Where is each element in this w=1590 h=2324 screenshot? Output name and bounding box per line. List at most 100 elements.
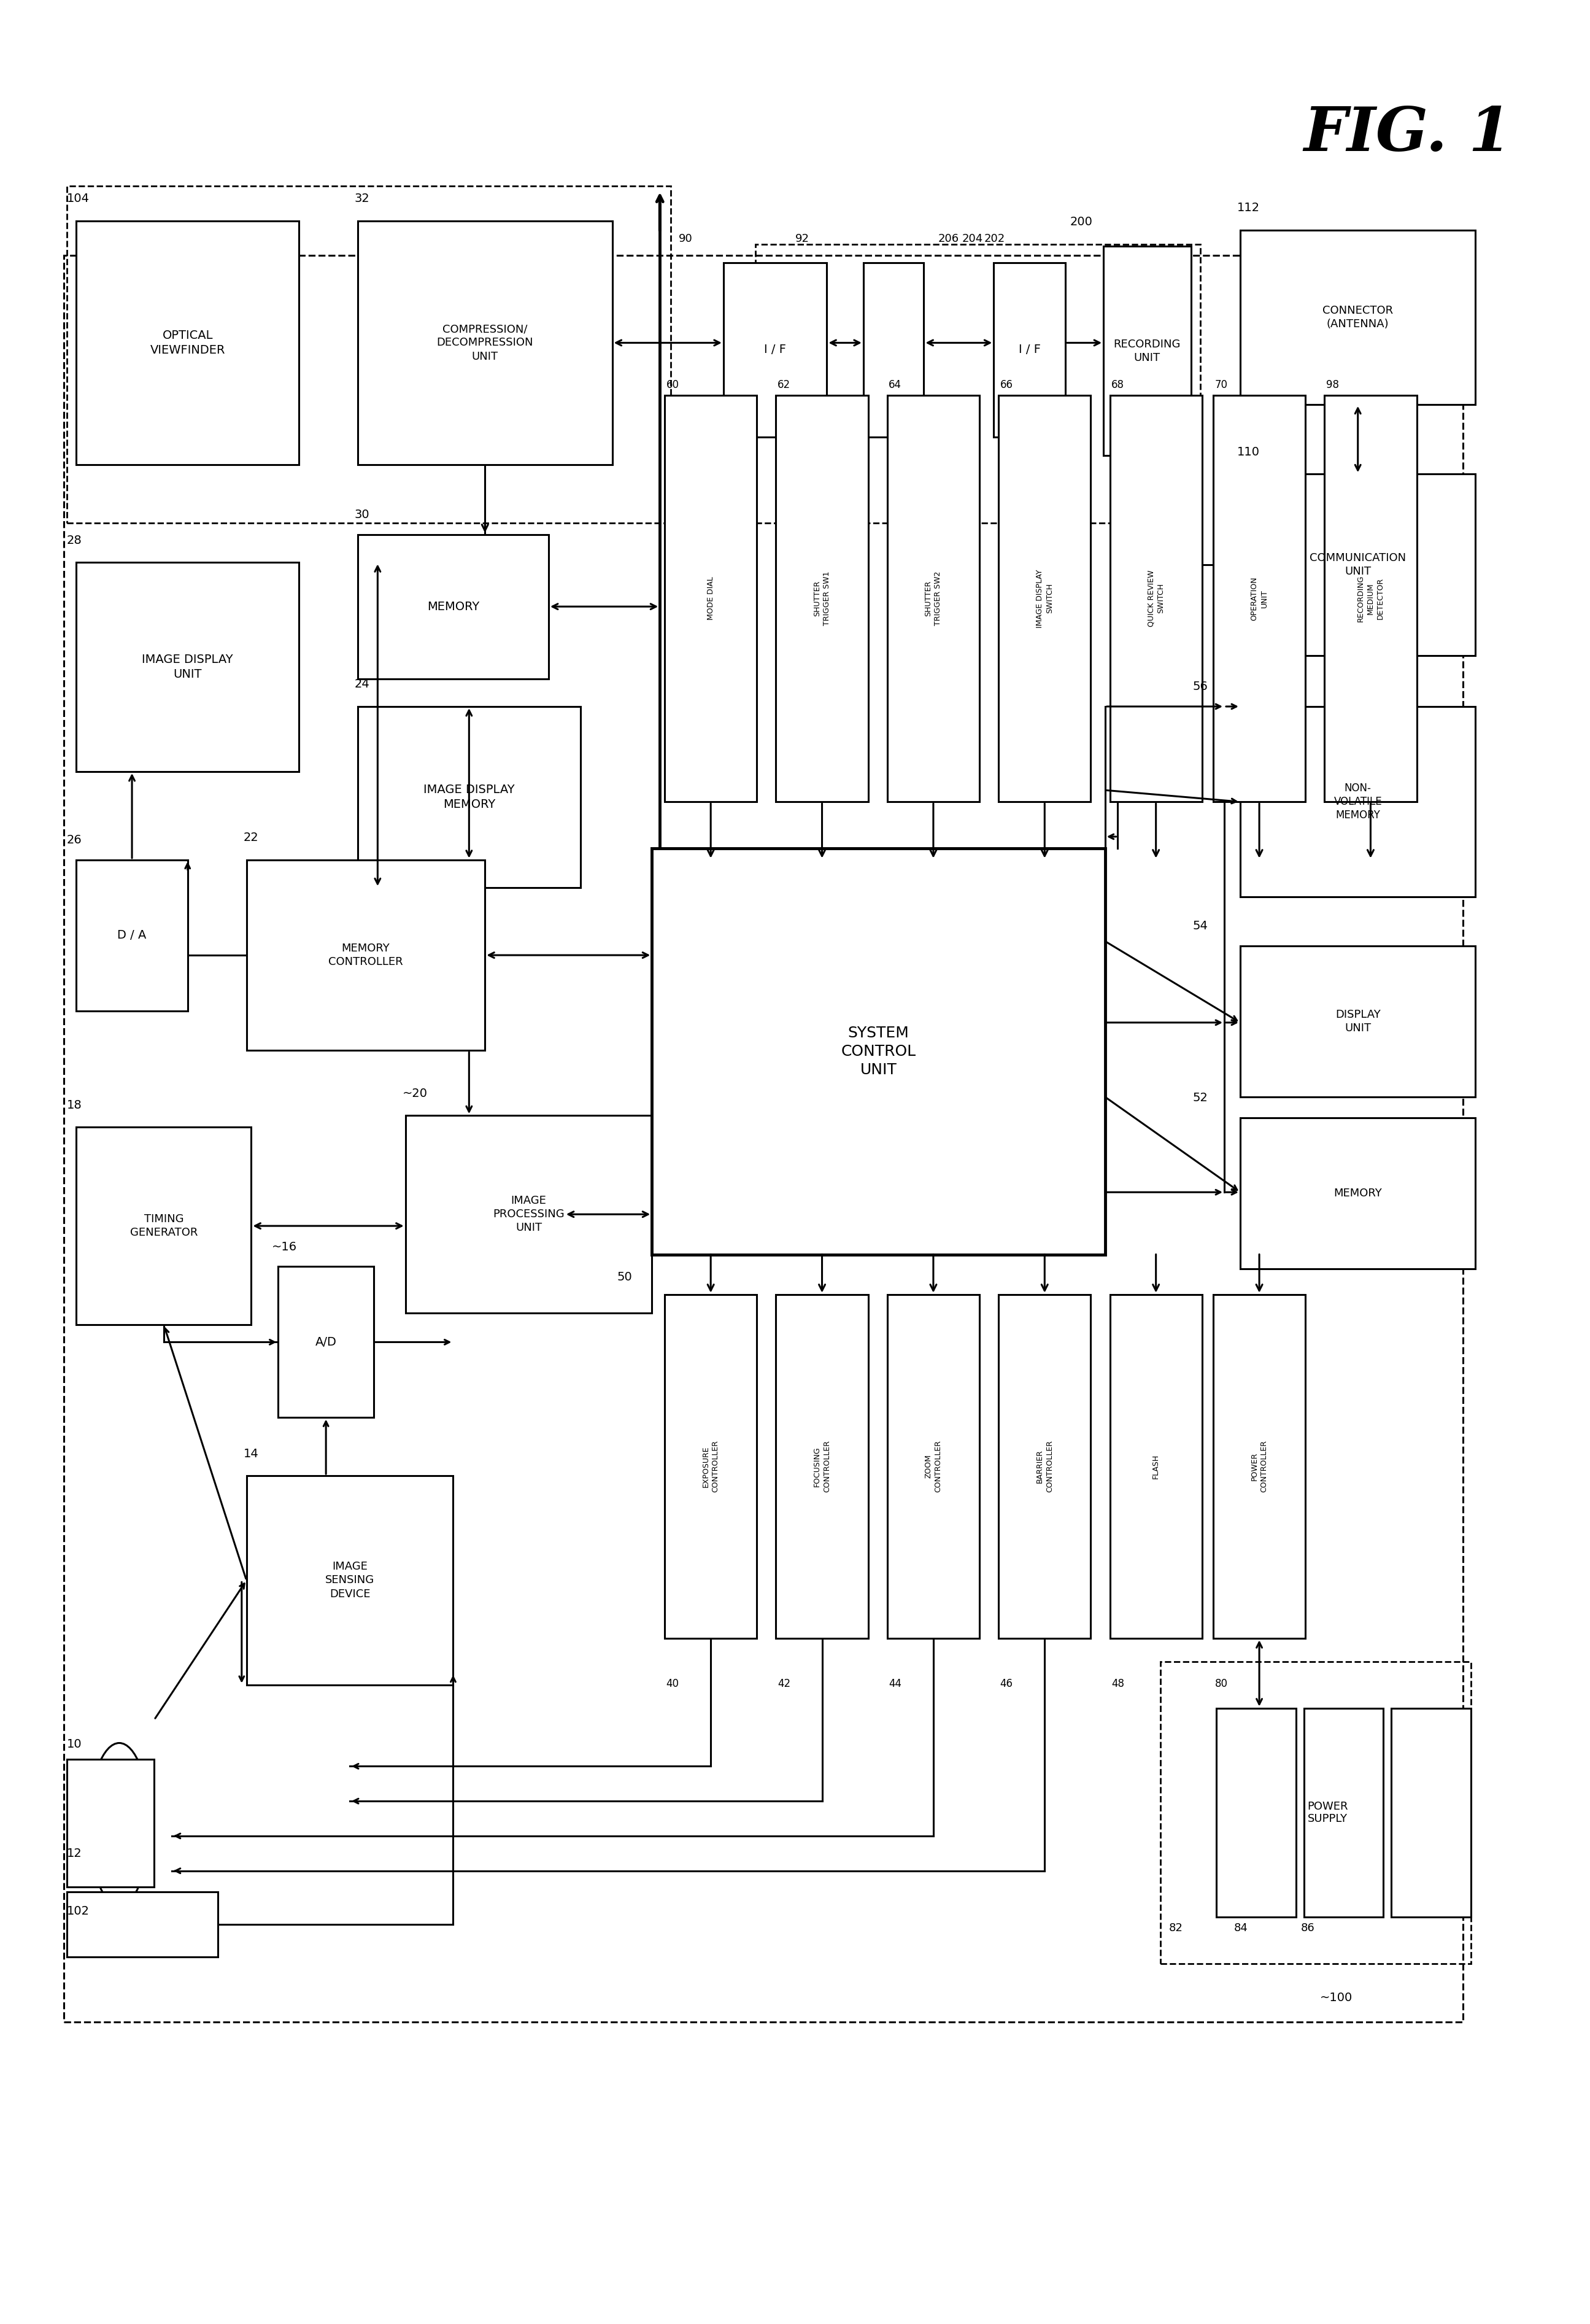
Text: 50: 50 bbox=[617, 1271, 633, 1283]
Text: 26: 26 bbox=[67, 834, 83, 846]
Bar bbox=[358, 535, 549, 679]
Bar bbox=[1324, 395, 1417, 802]
Bar bbox=[1304, 1708, 1383, 1917]
Text: IMAGE DISPLAY
SWITCH: IMAGE DISPLAY SWITCH bbox=[1035, 569, 1054, 627]
Text: 62: 62 bbox=[778, 379, 790, 390]
Text: BARRIER
CONTROLLER: BARRIER CONTROLLER bbox=[1035, 1441, 1054, 1492]
Text: 24: 24 bbox=[355, 679, 370, 690]
Text: OPERATION
UNIT: OPERATION UNIT bbox=[1250, 576, 1269, 621]
Bar bbox=[1110, 1294, 1202, 1638]
Text: 54: 54 bbox=[1192, 920, 1208, 932]
Text: MEMORY: MEMORY bbox=[428, 600, 479, 614]
Text: IMAGE DISPLAY
UNIT: IMAGE DISPLAY UNIT bbox=[142, 653, 234, 681]
Bar bbox=[665, 1294, 757, 1638]
Text: DISPLAY
UNIT: DISPLAY UNIT bbox=[1336, 1009, 1380, 1034]
Bar bbox=[994, 263, 1065, 437]
Text: I / F: I / F bbox=[765, 344, 785, 356]
Text: 14: 14 bbox=[243, 1448, 259, 1459]
Text: 32: 32 bbox=[355, 193, 370, 205]
Bar bbox=[1240, 706, 1476, 897]
Text: FOCUSING
CONTROLLER: FOCUSING CONTROLLER bbox=[812, 1441, 832, 1492]
Text: MODE DIAL: MODE DIAL bbox=[706, 576, 716, 621]
Text: SHUTTER
TRIGGER SW2: SHUTTER TRIGGER SW2 bbox=[924, 572, 943, 625]
Bar bbox=[665, 395, 757, 802]
Bar bbox=[652, 848, 1105, 1255]
Text: 204: 204 bbox=[962, 232, 983, 244]
Text: 44: 44 bbox=[889, 1678, 902, 1690]
Bar bbox=[1240, 946, 1476, 1097]
Text: 40: 40 bbox=[666, 1678, 679, 1690]
Bar bbox=[67, 1892, 218, 1957]
Bar bbox=[1240, 230, 1476, 404]
Text: 52: 52 bbox=[1192, 1092, 1208, 1104]
Bar bbox=[76, 221, 299, 465]
Text: 200: 200 bbox=[1070, 216, 1092, 228]
Text: RECORDING
UNIT: RECORDING UNIT bbox=[1113, 339, 1181, 363]
Text: 68: 68 bbox=[1111, 379, 1124, 390]
Text: 30: 30 bbox=[355, 509, 370, 521]
Bar bbox=[1103, 246, 1191, 456]
Text: 206: 206 bbox=[938, 232, 959, 244]
Bar bbox=[776, 1294, 868, 1638]
Text: 42: 42 bbox=[778, 1678, 790, 1690]
Text: 82: 82 bbox=[1169, 1922, 1183, 1934]
Text: 202: 202 bbox=[984, 232, 1005, 244]
Bar bbox=[755, 244, 1200, 523]
Bar bbox=[1240, 1118, 1476, 1269]
Text: 60: 60 bbox=[666, 379, 679, 390]
Bar bbox=[358, 706, 580, 888]
Bar bbox=[278, 1267, 374, 1418]
Text: POWER
SUPPLY: POWER SUPPLY bbox=[1307, 1801, 1348, 1824]
Text: 66: 66 bbox=[1000, 379, 1013, 390]
Bar bbox=[887, 1294, 979, 1638]
Text: IMAGE
PROCESSING
UNIT: IMAGE PROCESSING UNIT bbox=[493, 1195, 564, 1234]
Bar bbox=[1391, 1708, 1471, 1917]
Text: A/D: A/D bbox=[315, 1336, 337, 1348]
Text: 112: 112 bbox=[1237, 202, 1259, 214]
Text: 56: 56 bbox=[1192, 681, 1208, 693]
Bar bbox=[1213, 1294, 1305, 1638]
Text: MEMORY: MEMORY bbox=[1334, 1188, 1382, 1199]
Text: 46: 46 bbox=[1000, 1678, 1013, 1690]
Bar bbox=[67, 1759, 154, 1887]
Text: ~20: ~20 bbox=[402, 1088, 428, 1099]
Text: ~100: ~100 bbox=[1320, 1992, 1353, 2003]
Text: D / A: D / A bbox=[118, 930, 146, 941]
Text: FLASH: FLASH bbox=[1151, 1455, 1161, 1478]
Text: 84: 84 bbox=[1234, 1922, 1248, 1934]
Text: ZOOM
CONTROLLER: ZOOM CONTROLLER bbox=[924, 1441, 943, 1492]
Text: 48: 48 bbox=[1111, 1678, 1124, 1690]
Bar bbox=[358, 221, 612, 465]
Text: POWER
CONTROLLER: POWER CONTROLLER bbox=[1250, 1441, 1269, 1492]
Text: TIMING
GENERATOR: TIMING GENERATOR bbox=[130, 1213, 197, 1239]
Bar bbox=[76, 1127, 251, 1325]
Text: NON-
VOLATILE
MEMORY: NON- VOLATILE MEMORY bbox=[1334, 783, 1382, 820]
Text: 86: 86 bbox=[1301, 1922, 1315, 1934]
Text: SYSTEM
CONTROL
UNIT: SYSTEM CONTROL UNIT bbox=[841, 1025, 916, 1078]
Bar bbox=[1213, 395, 1305, 802]
Text: IMAGE DISPLAY
MEMORY: IMAGE DISPLAY MEMORY bbox=[423, 783, 515, 811]
Text: 28: 28 bbox=[67, 535, 83, 546]
Text: MEMORY
CONTROLLER: MEMORY CONTROLLER bbox=[329, 944, 402, 967]
Text: FIG. 1: FIG. 1 bbox=[1304, 105, 1512, 163]
Text: 92: 92 bbox=[795, 232, 809, 244]
Text: SHUTTER
TRIGGER SW1: SHUTTER TRIGGER SW1 bbox=[812, 572, 832, 625]
Bar bbox=[405, 1116, 652, 1313]
Text: 12: 12 bbox=[67, 1848, 83, 1859]
Bar bbox=[1216, 1708, 1296, 1917]
Bar bbox=[999, 395, 1091, 802]
Text: 64: 64 bbox=[889, 379, 902, 390]
Bar bbox=[67, 186, 671, 523]
Bar bbox=[863, 263, 924, 437]
Text: 22: 22 bbox=[243, 832, 259, 844]
Bar bbox=[246, 1476, 453, 1685]
Text: OPTICAL
VIEWFINDER: OPTICAL VIEWFINDER bbox=[149, 330, 226, 356]
Bar bbox=[1240, 474, 1476, 655]
Text: 110: 110 bbox=[1237, 446, 1259, 458]
Text: 80: 80 bbox=[1215, 1678, 1227, 1690]
Bar bbox=[999, 1294, 1091, 1638]
Text: ~16: ~16 bbox=[272, 1241, 297, 1253]
Text: 98: 98 bbox=[1326, 379, 1339, 390]
Text: 18: 18 bbox=[67, 1099, 83, 1111]
Bar bbox=[1161, 1662, 1471, 1964]
